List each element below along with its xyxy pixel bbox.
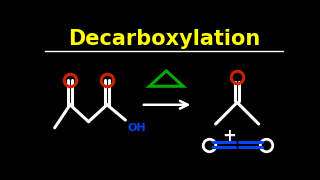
Text: +: + xyxy=(222,127,236,145)
Text: OH: OH xyxy=(127,123,146,133)
Text: Decarboxylation: Decarboxylation xyxy=(68,29,260,49)
